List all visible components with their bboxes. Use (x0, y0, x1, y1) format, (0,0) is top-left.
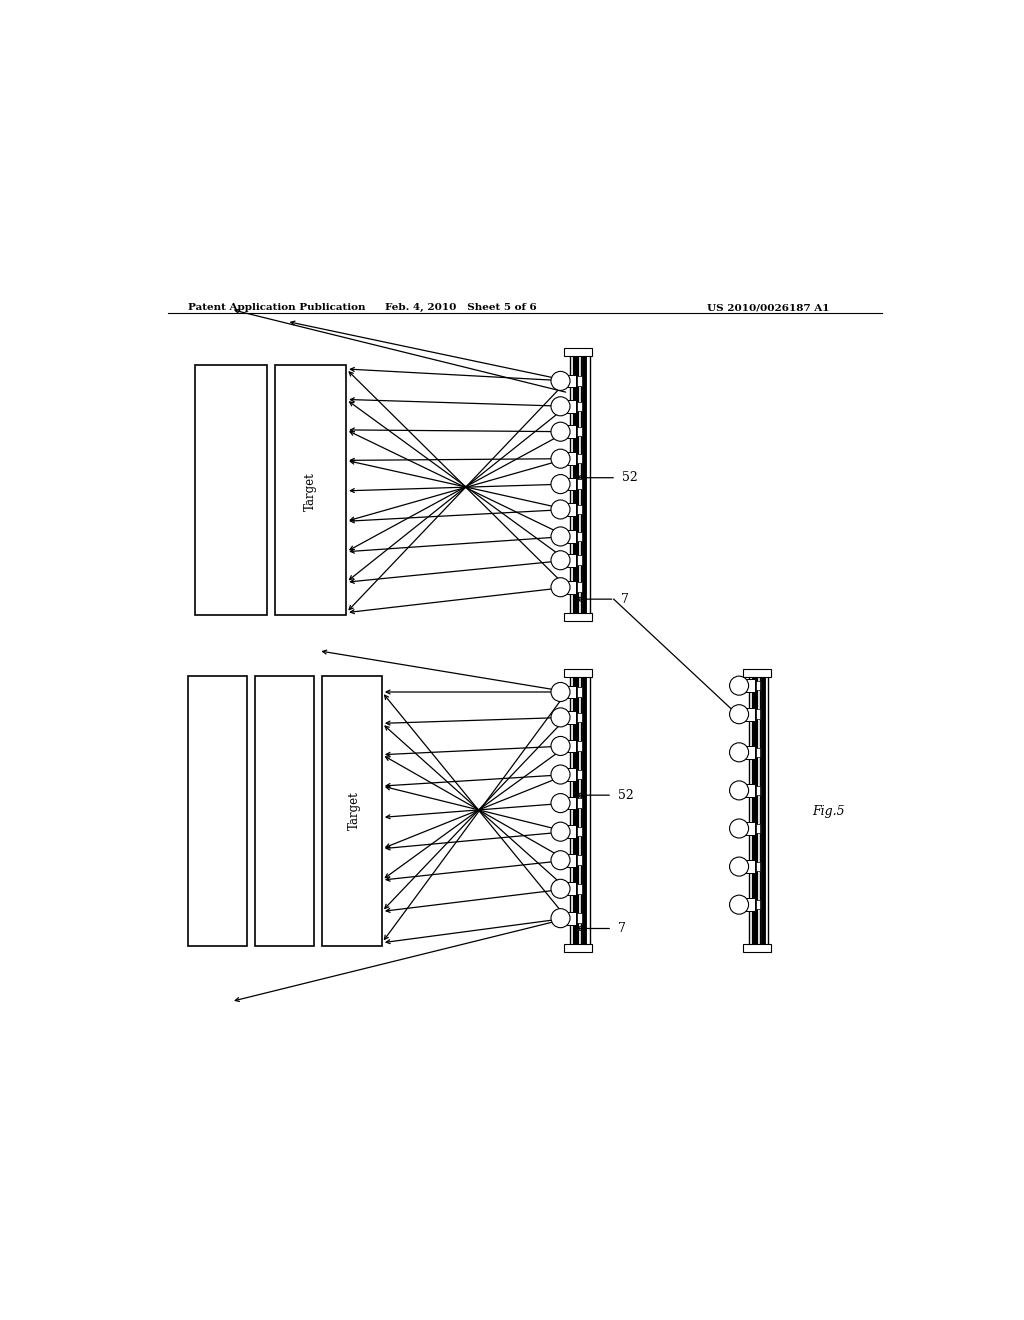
Bar (578, 401, 582, 411)
Bar (756, 824, 761, 833)
Text: Feb. 4, 2010   Sheet 5 of 6: Feb. 4, 2010 Sheet 5 of 6 (385, 304, 538, 312)
Circle shape (551, 879, 570, 899)
Bar (756, 709, 761, 719)
Circle shape (551, 708, 570, 727)
Bar (745, 680, 755, 692)
Bar (567, 581, 577, 594)
Bar (567, 453, 577, 465)
Bar (564, 669, 592, 677)
Text: 52: 52 (618, 788, 634, 801)
Bar (578, 582, 582, 591)
Bar (756, 747, 761, 758)
Bar (567, 531, 577, 543)
Circle shape (729, 895, 749, 915)
Text: 7: 7 (618, 921, 627, 935)
Bar (578, 713, 582, 722)
Bar (743, 669, 771, 677)
Circle shape (551, 449, 570, 469)
Bar (564, 614, 592, 622)
Circle shape (551, 397, 570, 416)
Bar (567, 503, 577, 516)
Text: US 2010/0026187 A1: US 2010/0026187 A1 (708, 304, 829, 312)
Bar (567, 797, 577, 809)
Bar (578, 913, 582, 923)
Text: 52: 52 (623, 471, 638, 484)
Bar (567, 912, 577, 924)
Circle shape (551, 550, 570, 570)
Bar (756, 785, 761, 795)
Circle shape (729, 818, 749, 838)
Circle shape (729, 743, 749, 762)
Circle shape (551, 527, 570, 546)
Bar (756, 900, 761, 909)
Circle shape (729, 857, 749, 876)
Bar (567, 711, 577, 723)
Circle shape (729, 676, 749, 696)
Circle shape (551, 766, 570, 784)
Bar (578, 742, 582, 751)
Circle shape (551, 475, 570, 494)
Circle shape (551, 682, 570, 701)
Bar (578, 426, 582, 437)
Bar (567, 883, 577, 895)
Bar (567, 400, 577, 413)
Bar (578, 884, 582, 894)
Bar (564, 347, 592, 355)
Circle shape (729, 781, 749, 800)
Bar (567, 768, 577, 781)
Bar (578, 532, 582, 541)
Circle shape (551, 850, 570, 870)
Bar (745, 746, 755, 759)
Circle shape (551, 908, 570, 928)
Bar (567, 425, 577, 438)
Bar (578, 556, 582, 565)
Bar (745, 822, 755, 834)
Bar (578, 454, 582, 463)
Bar (578, 479, 582, 488)
Text: Fig.5: Fig.5 (812, 804, 845, 817)
Bar (745, 861, 755, 873)
Bar (567, 554, 577, 566)
Bar (196, 366, 267, 615)
Circle shape (551, 500, 570, 519)
Bar (567, 478, 577, 491)
Bar (578, 799, 582, 808)
Bar (567, 685, 577, 698)
Bar (745, 899, 755, 911)
Circle shape (729, 705, 749, 723)
Bar (578, 504, 582, 515)
Bar (578, 376, 582, 385)
Bar (743, 944, 771, 952)
Bar (578, 826, 582, 837)
Text: 7: 7 (621, 593, 629, 606)
Bar (323, 676, 382, 946)
Bar (578, 855, 582, 865)
Bar (255, 676, 314, 946)
Text: Patent Application Publication: Patent Application Publication (187, 304, 365, 312)
Circle shape (551, 793, 570, 813)
Bar (274, 366, 346, 615)
Bar (187, 676, 247, 946)
Circle shape (551, 737, 570, 755)
Bar (567, 739, 577, 752)
Bar (756, 681, 761, 690)
Circle shape (551, 578, 570, 597)
Bar (564, 944, 592, 952)
Bar (756, 862, 761, 871)
Bar (578, 770, 582, 779)
Bar (567, 854, 577, 867)
Text: Target: Target (348, 792, 360, 830)
Bar (745, 784, 755, 797)
Bar (745, 708, 755, 721)
Text: Target: Target (304, 473, 317, 511)
Circle shape (551, 422, 570, 441)
Bar (578, 688, 582, 697)
Circle shape (551, 822, 570, 841)
Bar (567, 825, 577, 838)
Circle shape (551, 371, 570, 391)
Bar (567, 375, 577, 387)
